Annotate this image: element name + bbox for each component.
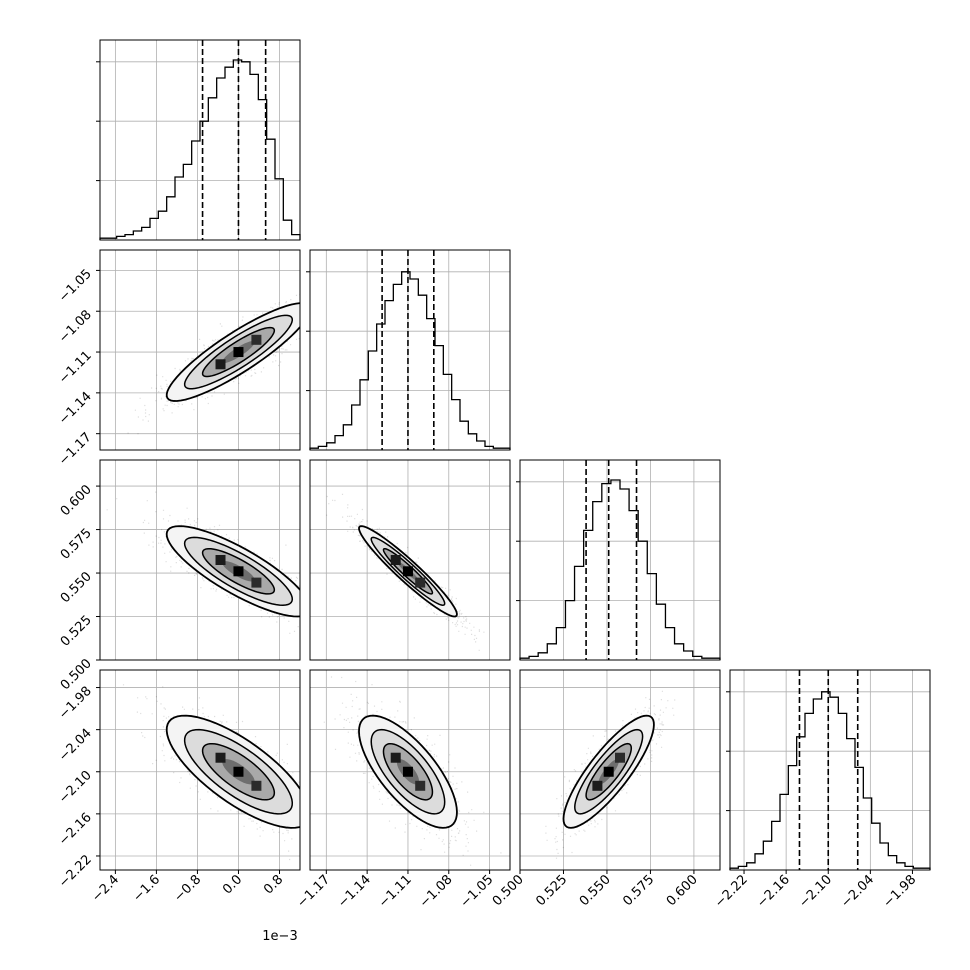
scatter-content [122,684,300,861]
density-peak-cell [402,766,413,777]
density-peak-cell [402,566,413,577]
x-tick-label: −1.08 [417,872,456,911]
y-tick-label: −1.14 [56,389,95,428]
x-tick-label: 0.525 [533,872,570,909]
y-tick-label: −1.11 [56,348,95,387]
panel-frame [99,459,301,661]
histogram-step-line [519,479,721,660]
scatter-content [323,676,502,866]
density-peak-cell [603,766,614,777]
y-tick-label: 0.575 [58,526,95,563]
density-peak-cell [615,752,625,763]
x-tick-label: −2.4 [89,872,122,905]
y-tick-label: 0.500 [58,656,95,693]
density-peak-cell [251,334,262,345]
panel-frame [519,669,721,871]
panel-frame [309,249,511,451]
histogram-step-line [729,691,931,870]
panel-background [730,670,930,870]
x-tick-label: −2.16 [754,872,793,911]
x-tick-label: −0.8 [171,872,204,905]
scatter-content [545,690,676,859]
y-tick-label: −2.22 [56,852,95,891]
x-tick-label: 0.575 [620,872,657,909]
histogram-step-line [99,59,301,240]
scatter-content [106,491,300,634]
x-tick-label: −2.22 [712,872,751,911]
y-tick-label: −1.08 [56,307,95,346]
x-tick-label: 0.0 [220,872,245,897]
panel-frame [519,459,721,661]
density-peak-cell [390,752,401,763]
density-peak-cell [415,577,426,588]
x-tick-label: −1.17 [294,872,333,911]
scatter-panel-3-0: −2.22−2.16−2.10−2.04−1.98 [56,669,301,891]
density-peak-cell [251,780,262,791]
y-tick-label: −2.10 [56,768,95,807]
panel-frame [99,669,301,871]
x-tick-label: 0.500 [490,872,527,909]
scatter-panel-3-1 [309,669,511,871]
y-tick-label: −1.05 [56,267,95,306]
density-peak-cell [233,566,244,577]
scatter-panel-2-1 [309,459,511,661]
x-tick-label: −1.11 [376,872,415,911]
scatter-content [127,293,300,435]
x-tick-label: −1.05 [458,872,497,911]
x-axis-offset-label: 1e−3 [262,929,297,944]
density-peak-cell [215,555,226,565]
panel-frame [309,459,511,661]
x-tick-label: −2.04 [838,872,877,911]
scatter-panel-3-2 [519,669,721,871]
panel-frame [99,249,301,451]
y-tick-label: −2.04 [56,726,95,765]
histogram-panel-3 [726,669,931,871]
scatter-content [326,493,485,651]
panel-background [310,250,510,450]
density-peak-cell [592,780,603,791]
histogram-panel-1 [306,249,511,451]
x-tick-label: −1.6 [130,872,163,905]
y-tick-label: −1.98 [56,684,95,723]
histogram-step-line [309,271,511,450]
histogram-panel-2 [516,459,721,661]
x-tick-label: −1.98 [881,872,920,911]
panel-frame [729,669,931,871]
density-peak-cell [415,780,426,791]
x-axis-1: −1.17 −1.14 −1.11 −1.08 −1.05 [294,870,496,911]
density-peak-cell [215,752,226,763]
histogram-panel-0 [96,39,301,241]
x-tick-label: 0.550 [577,872,614,909]
density-peak-cell [233,766,244,777]
y-tick-label: −2.16 [56,810,95,849]
density-peak-cell [390,555,401,565]
panel-frame [309,669,511,871]
density-peak-cell [251,577,262,588]
x-axis-3: −2.22 −2.16 −2.10 −2.04 −1.98 [712,870,919,911]
y-tick-label: 0.550 [58,569,95,606]
panel-background [520,460,720,660]
density-peak-cell [233,347,244,358]
y-tick-label: −1.17 [56,430,95,469]
y-tick-label: 0.600 [58,482,95,519]
y-tick-label: 0.525 [58,613,95,650]
x-tick-label: −2.10 [796,872,835,911]
panel-frame [99,39,301,241]
x-tick-label: 0.600 [664,872,701,909]
density-peak-cell [215,359,226,370]
x-axis-0: −2.4 −1.6 −0.8 0.0 0.8 [89,870,286,905]
x-axis-2: 0.500 0.525 0.550 0.575 0.600 [490,870,701,909]
x-tick-label: 0.8 [261,872,286,897]
x-tick-label: −1.14 [335,872,374,911]
